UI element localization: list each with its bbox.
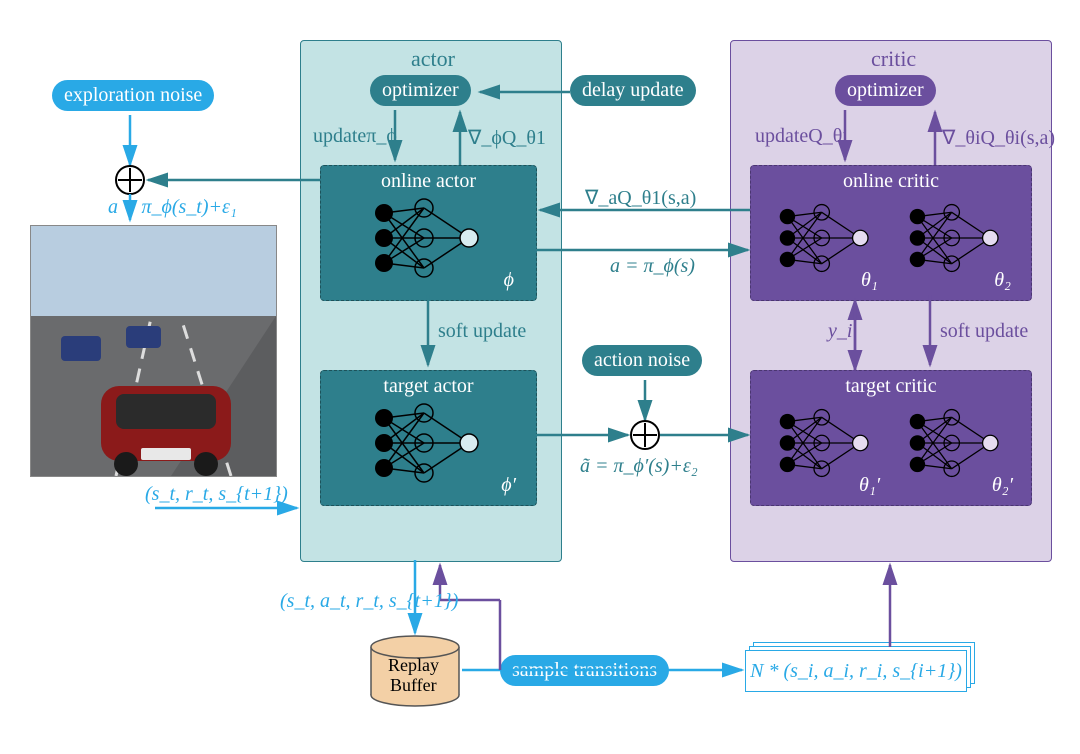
online-critic-title: online critic <box>843 170 939 193</box>
target-critic-param2: θ₂′ <box>992 474 1013 497</box>
target-actor-param: ϕ′ <box>501 474 516 497</box>
environment-photo <box>30 225 277 477</box>
replay-buffer-label1: Replay <box>388 655 439 676</box>
label-update-pi: updateπ_ϕ <box>313 125 397 148</box>
nn-glyph-target-actor <box>359 398 499 488</box>
online-critic-param2: θ₂ <box>994 269 1011 292</box>
label-grad-q-actor: ∇_ϕQ_θ1 <box>468 125 546 150</box>
label-grad-a-q: ∇_aQ_θ1(s,a) <box>585 185 696 210</box>
action-noise-pill: action noise <box>582 345 702 376</box>
label-a-tilde: ã = π_ϕ′(s)+ε₂ <box>580 455 698 478</box>
delay-update-pill: delay update <box>570 75 696 106</box>
online-actor-param: ϕ <box>504 269 514 292</box>
sample-transitions-label: sample transitions <box>512 659 657 682</box>
label-a-policy: a = π_ϕ(s) <box>610 255 695 278</box>
sample-batch-label: N * (s_i, a_i, r_i, s_{i+1}) <box>750 660 962 683</box>
diagram-canvas: actor critic exploration noise optimizer… <box>0 0 1080 754</box>
label-tuple1: (s_t, r_t, s_{t+1}) <box>145 483 288 506</box>
optimizer-critic-label: optimizer <box>847 79 924 102</box>
online-critic-param1: θ₁ <box>861 269 878 292</box>
target-critic-title: target critic <box>845 375 936 398</box>
nn-glyph-online-actor <box>359 193 499 283</box>
target-critic-box: target critic <box>750 370 1032 506</box>
optimizer-actor-pill: optimizer <box>370 75 471 106</box>
delay-update-label: delay update <box>582 79 684 102</box>
optimizer-critic-pill: optimizer <box>835 75 936 106</box>
critic-title: critic <box>871 46 916 72</box>
action-noise-label: action noise <box>594 349 690 372</box>
label-soft-update-critic: soft update <box>940 320 1028 343</box>
online-critic-box: online critic <box>750 165 1032 301</box>
sample-transitions-pill: sample transitions <box>500 655 669 686</box>
online-actor-box: online actor ϕ <box>320 165 537 301</box>
target-actor-title: target actor <box>383 375 473 398</box>
exploration-noise-pill: exploration noise <box>52 80 214 111</box>
replay-buffer: Replay Buffer <box>370 635 460 707</box>
optimizer-actor-label: optimizer <box>382 79 459 102</box>
label-tuple2: (s_t, a_t, r_t, s_{t+1}) <box>280 590 458 613</box>
target-actor-box: target actor ϕ′ <box>320 370 537 506</box>
label-grad-q-critic: ∇_θiQ_θi(s,a) <box>942 125 1055 150</box>
label-update-q: updateQ_θi <box>755 125 848 148</box>
label-yi: y_i <box>828 320 852 343</box>
actor-title: actor <box>411 46 455 72</box>
label-a-eps1: a = π_ϕ(s_t)+ε₁ <box>108 196 237 219</box>
replay-buffer-label2: Buffer <box>390 675 437 696</box>
label-soft-update-actor: soft update <box>438 320 526 343</box>
online-actor-title: online actor <box>381 170 476 193</box>
target-critic-param1: θ₁′ <box>859 474 880 497</box>
sample-batch-box: N * (s_i, a_i, r_i, s_{i+1}) <box>745 650 970 690</box>
exploration-noise-label: exploration noise <box>64 84 202 107</box>
